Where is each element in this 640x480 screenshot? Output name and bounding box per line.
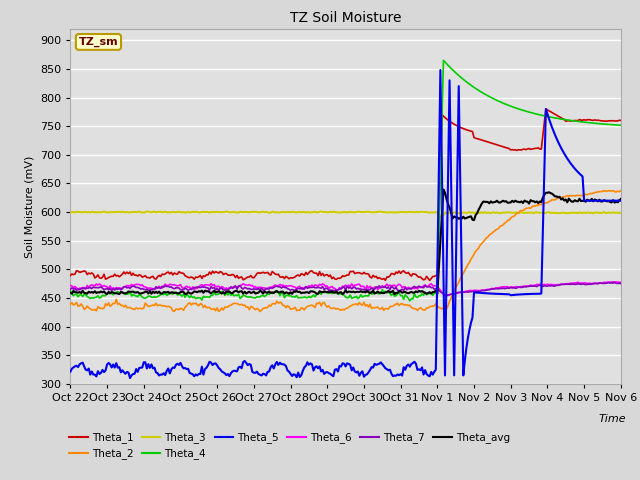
Text: TZ_sm: TZ_sm — [79, 37, 118, 47]
Text: Time: Time — [598, 414, 627, 424]
Y-axis label: Soil Moisture (mV): Soil Moisture (mV) — [25, 155, 35, 258]
Legend: Theta_1, Theta_2, Theta_3, Theta_4, Theta_5, Theta_6, Theta_7, Theta_avg: Theta_1, Theta_2, Theta_3, Theta_4, Thet… — [65, 428, 515, 464]
Title: TZ Soil Moisture: TZ Soil Moisture — [290, 11, 401, 25]
